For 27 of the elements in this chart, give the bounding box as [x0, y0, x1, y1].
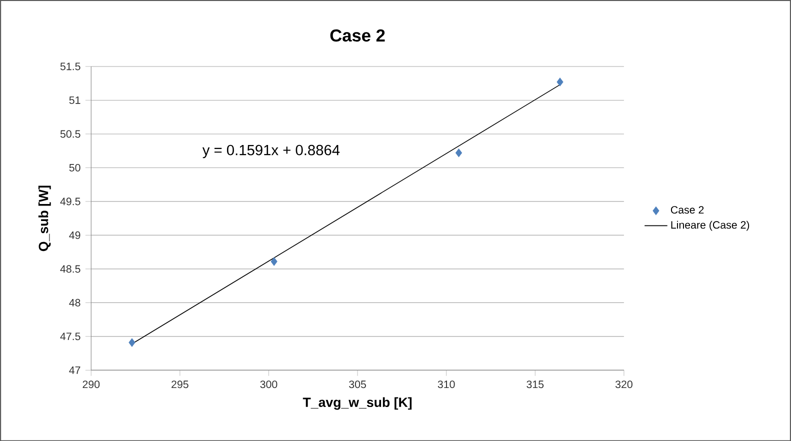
y-axis-title: Q_sub [W]	[38, 186, 51, 251]
x-axis-title: T_avg_w_sub [K]	[302, 397, 412, 410]
y-tick-label: 47.5	[60, 332, 80, 340]
x-tick-label: 300	[260, 380, 278, 388]
y-tick-label: 49	[69, 231, 80, 239]
y-tick-label: 49.5	[60, 198, 80, 206]
y-tick-label: 51	[69, 96, 80, 104]
point	[456, 148, 462, 157]
y-tick-label: 50.5	[60, 130, 80, 138]
x-tick-label: 295	[172, 380, 188, 388]
legend-label: Case 2	[670, 206, 704, 214]
x-tick-label: 320	[615, 380, 632, 388]
point	[128, 338, 136, 347]
chart-title: Case 2	[330, 29, 385, 42]
x-tick-label: 305	[349, 380, 366, 388]
y-tick-label: 48	[69, 298, 80, 306]
y-tick-label: 47	[69, 366, 80, 374]
point	[270, 257, 278, 266]
annotation: y = 0.1591x + 0.8864	[202, 144, 340, 158]
y-tick-label: 51.5	[60, 62, 80, 70]
x-tick-label: 290	[82, 380, 100, 388]
x-tick-label: 315	[526, 380, 544, 388]
legend-label: Lineare (Case 2)	[671, 220, 750, 231]
y-tick-label: 48.5	[60, 265, 80, 273]
y-tick-label: 50	[69, 164, 80, 172]
point	[556, 78, 564, 86]
x-tick-label: 310	[438, 380, 455, 388]
